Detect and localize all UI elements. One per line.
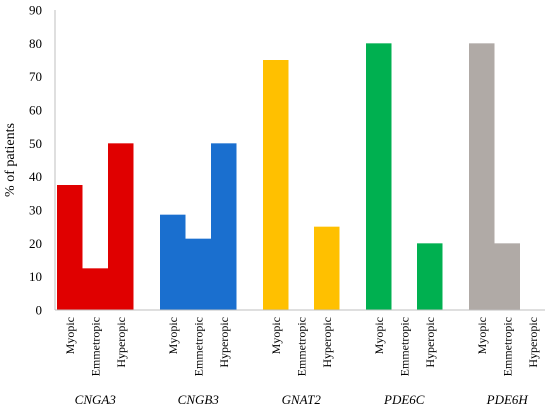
bar-cnga3-emmetropic	[82, 268, 108, 310]
bar-pde6c-hyperopic	[417, 243, 443, 310]
bar-pde6c-myopic	[366, 43, 392, 310]
x-tick-label: Emmetropic	[397, 317, 411, 376]
y-tick-label: 10	[29, 269, 42, 284]
x-tick-label: Hyperopic	[114, 317, 128, 368]
bar-pde6h-myopic	[469, 43, 495, 310]
y-tick-label: 20	[29, 236, 42, 251]
bars	[57, 43, 520, 310]
y-tick-label: 50	[29, 136, 42, 151]
x-tick-label: Myopic	[475, 317, 489, 354]
group-label-cnga3: CNGA3	[75, 392, 117, 407]
y-tick-label: 40	[29, 169, 42, 184]
x-tick-label: Emmetropic	[294, 317, 308, 376]
y-tick-label: 90	[29, 3, 42, 18]
bar-gnat2-myopic	[263, 60, 289, 310]
x-tick-label: Emmetropic	[191, 317, 205, 376]
x-tick-label: Emmetropic	[500, 317, 514, 376]
x-axis: Myopic Emmetropic Hyperopic Myopic Emmetropi…	[55, 309, 545, 376]
bar-cnga3-myopic	[57, 185, 83, 310]
y-tick-label: 0	[36, 303, 43, 318]
group-label-gnat2: GNAT2	[282, 392, 322, 407]
group-label-cngb3: CNGB3	[178, 392, 220, 407]
bar-cngb3-myopic	[160, 214, 186, 310]
x-tick-label: Hyperopic	[526, 317, 540, 368]
group-label-pde6c: PDE6C	[383, 392, 425, 407]
x-tick-label: Emmetropic	[88, 317, 102, 376]
bar-cngb3-emmetropic	[185, 238, 211, 310]
group-labels: CNGA3 CNGB3 GNAT2 PDE6C PDE6H	[75, 392, 529, 407]
x-tick-label: Hyperopic	[217, 317, 231, 368]
y-tick-label: 60	[29, 103, 42, 118]
y-tick-label: 80	[29, 36, 42, 51]
group-label-pde6h: PDE6H	[486, 392, 529, 407]
x-tick-label: Myopic	[372, 317, 386, 354]
x-tick-label: Myopic	[269, 317, 283, 354]
y-axis-title: % of patients	[3, 123, 18, 197]
bar-gnat2-hyperopic	[314, 226, 340, 310]
x-tick-label: Myopic	[166, 317, 180, 354]
x-tick-label: Myopic	[63, 317, 77, 354]
x-tick-label: Hyperopic	[423, 317, 437, 368]
bar-pde6h-emmetropic	[494, 243, 520, 310]
bar-cnga3-hyperopic	[108, 143, 134, 310]
y-axis: 0 10 20 30 40 50 60 70 80 90	[29, 3, 56, 318]
bar-cngb3-hyperopic	[211, 143, 237, 310]
y-tick-label: 70	[29, 69, 42, 84]
y-tick-label: 30	[29, 203, 42, 218]
x-tick-label: Hyperopic	[320, 317, 334, 368]
